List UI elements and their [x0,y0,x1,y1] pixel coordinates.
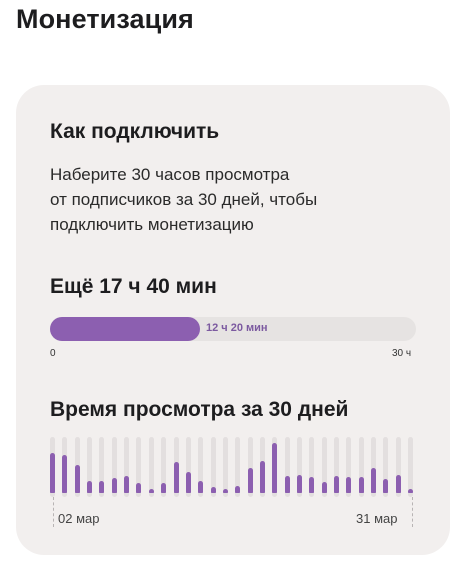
description-line: Наберите 30 часов просмотра [50,165,290,184]
chart-bar-track [198,437,203,497]
chart-bar-track [149,437,154,497]
card-title: Как подключить [50,120,220,143]
chart-bar[interactable] [211,487,216,493]
chart-bar[interactable] [272,443,277,493]
chart-bar[interactable] [124,476,129,493]
chart-bar-track [112,437,117,497]
description-line: подключить монетизацию [50,215,254,234]
chart-bar[interactable] [50,453,55,493]
chart-bar[interactable] [235,486,240,493]
chart-bar[interactable] [285,476,290,493]
chart-bar-track [334,437,339,497]
chart-bar-track [136,437,141,497]
progress-value-label: 12 ч 20 мин [206,322,268,334]
chart-bar-track [235,437,240,497]
chart-bar[interactable] [75,465,80,493]
chart-bar[interactable] [198,481,203,493]
chart-bar[interactable] [136,483,141,493]
chart-bar[interactable] [161,483,166,493]
progress-bar: 12 ч 20 мин [50,317,416,341]
chart-bar[interactable] [334,476,339,493]
chart-bar[interactable] [149,489,154,493]
chart-bar-track [383,437,388,497]
chart-bar[interactable] [87,481,92,493]
watch-time-chart: 02 мар 31 мар [48,437,418,537]
remaining-time: Ещё 17 ч 40 мин [50,275,217,298]
chart-bar-track [371,437,376,497]
monetization-description: Наберите 30 часов просмотра от подписчик… [50,162,410,237]
chart-title: Время просмотра за 30 дней [50,398,349,421]
chart-bar-track [99,437,104,497]
chart-bar-track [359,437,364,497]
progress-fill [50,317,200,341]
chart-bar-track [322,437,327,497]
progress-min-label: 0 [50,348,56,359]
chart-bar[interactable] [223,489,228,493]
chart-bar-track [223,437,228,497]
axis-end-tick [412,497,413,527]
chart-bar-track [248,437,253,497]
axis-start-label: 02 мар [58,511,100,526]
chart-bar[interactable] [371,468,376,493]
chart-bar-track [408,437,413,497]
chart-bar[interactable] [396,475,401,493]
chart-bar[interactable] [322,482,327,493]
axis-start-tick [53,497,54,527]
chart-bar[interactable] [297,475,302,493]
monetization-card: Как подключить Наберите 30 часов просмот… [16,85,450,555]
chart-bar[interactable] [112,478,117,493]
chart-bar[interactable] [383,479,388,493]
chart-bar-track [211,437,216,497]
chart-bar[interactable] [62,455,67,493]
chart-bar-track [346,437,351,497]
chart-bar-track [309,437,314,497]
chart-bar[interactable] [359,477,364,493]
chart-bar[interactable] [99,481,104,493]
chart-bar[interactable] [186,472,191,493]
chart-bar[interactable] [260,461,265,493]
chart-bar[interactable] [248,468,253,493]
chart-bar[interactable] [174,462,179,493]
progress-max-label: 30 ч [392,348,412,359]
chart-bar-track [285,437,290,497]
chart-bar[interactable] [309,477,314,493]
chart-bar[interactable] [346,477,351,493]
chart-bar-track [396,437,401,497]
page-title: Монетизация [16,4,194,34]
description-line: от подписчиков за 30 дней, чтобы [50,190,318,209]
chart-bar-track [124,437,129,497]
axis-end-label: 31 мар [356,511,398,526]
chart-bar-track [186,437,191,497]
chart-bar[interactable] [408,489,413,493]
chart-bar-track [297,437,302,497]
chart-bar-track [161,437,166,497]
chart-bar-track [87,437,92,497]
